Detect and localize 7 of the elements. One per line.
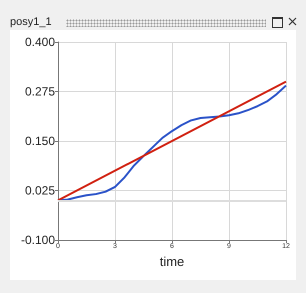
y-tick-label: 0.400	[24, 35, 56, 49]
y-tick-label: 0.025	[24, 184, 56, 198]
x-axis-title: time	[160, 254, 184, 269]
chart-title: posy1_1	[10, 16, 52, 28]
y-tick-label: -0.100	[20, 233, 56, 247]
y-tick-label: 0.275	[24, 84, 56, 98]
y-tick-label: 0.150	[24, 134, 56, 148]
